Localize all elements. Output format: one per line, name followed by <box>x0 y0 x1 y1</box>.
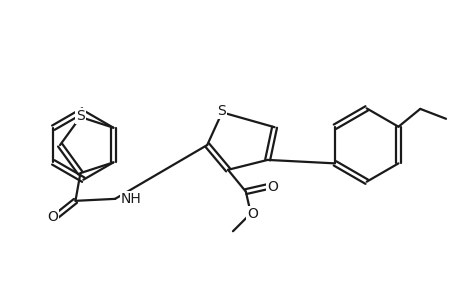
Text: S: S <box>216 104 225 118</box>
Text: NH: NH <box>121 192 141 206</box>
Text: O: O <box>47 210 58 224</box>
Text: O: O <box>267 180 277 194</box>
Text: S: S <box>76 109 84 123</box>
Text: O: O <box>247 207 257 221</box>
